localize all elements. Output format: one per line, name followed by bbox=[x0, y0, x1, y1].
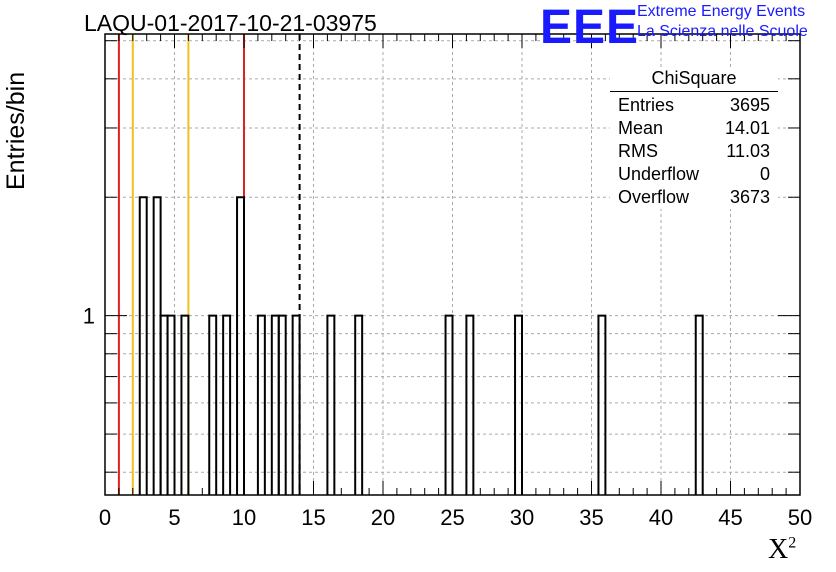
stats-row: RMS 11.03 bbox=[610, 140, 778, 163]
histogram-bar bbox=[159, 314, 169, 495]
histogram-bar bbox=[354, 314, 364, 495]
eee-logo: EEE bbox=[540, 1, 640, 54]
histogram-bar bbox=[291, 314, 301, 495]
x-tick-label: 35 bbox=[579, 505, 603, 530]
histogram-bar bbox=[444, 314, 454, 495]
x-tick-label: 20 bbox=[371, 505, 395, 530]
stats-value: 0 bbox=[759, 164, 770, 184]
stats-row: Mean 14.01 bbox=[610, 117, 778, 140]
x-tick-label: 25 bbox=[440, 505, 464, 530]
histogram-bar bbox=[180, 314, 190, 495]
histogram-bar bbox=[166, 314, 176, 495]
logo-line-1: Extreme Energy Events bbox=[637, 3, 806, 20]
y-axis-label: Entries/bin bbox=[2, 71, 30, 190]
histogram-bar bbox=[277, 314, 287, 495]
x-axis-label-superscript: 2 bbox=[788, 534, 797, 552]
histogram-bar bbox=[694, 314, 704, 495]
stats-label: RMS bbox=[618, 141, 658, 161]
stats-value: 14.01 bbox=[724, 118, 770, 138]
histogram-bar bbox=[222, 314, 232, 495]
x-tick-label: 45 bbox=[718, 505, 742, 530]
x-axis-label-base: X bbox=[768, 534, 789, 565]
logo-line-2: La Scienza nelle Scuole bbox=[637, 23, 808, 40]
x-tick-label: 15 bbox=[301, 505, 325, 530]
stats-row: Overflow 3673 bbox=[610, 186, 778, 209]
histogram-bar bbox=[138, 196, 148, 495]
stats-title: ChiSquare bbox=[610, 68, 778, 92]
histogram-bar bbox=[514, 314, 523, 495]
stats-label: Overflow bbox=[618, 187, 690, 207]
x-tick-label: 10 bbox=[232, 505, 256, 530]
stats-label: Entries bbox=[618, 95, 675, 115]
stats-value: 3695 bbox=[729, 95, 770, 115]
histogram-bar bbox=[208, 314, 218, 495]
x-tick-label: 5 bbox=[168, 505, 180, 530]
histogram-bar bbox=[270, 314, 280, 495]
stats-value: 3673 bbox=[729, 187, 770, 207]
histogram-bar bbox=[236, 196, 245, 495]
stats-label: Underflow bbox=[618, 164, 700, 184]
stats-box: ChiSquare Entries 3695 Mean 14.01 RMS 11.03… bbox=[610, 68, 778, 209]
histogram-bar bbox=[326, 314, 336, 495]
y-tick-label: 1 bbox=[83, 304, 95, 329]
stats-row: Entries 3695 bbox=[610, 94, 778, 117]
chart-title: LAQU-01-2017-10-21-03975 bbox=[84, 10, 377, 36]
histogram-bar bbox=[152, 196, 162, 495]
stats-row: Underflow 0 bbox=[610, 163, 778, 186]
x-axis-label: X2 bbox=[768, 534, 796, 566]
histogram-bar bbox=[597, 314, 607, 495]
stats-label: Mean bbox=[618, 118, 664, 138]
x-tick-label: 40 bbox=[649, 505, 673, 530]
stats-value: 11.03 bbox=[726, 141, 770, 161]
x-tick-label: 0 bbox=[99, 505, 111, 530]
histogram-bar bbox=[465, 314, 475, 495]
x-tick-label: 30 bbox=[510, 505, 534, 530]
histogram-bar bbox=[256, 314, 266, 495]
x-tick-label: 50 bbox=[788, 505, 812, 530]
